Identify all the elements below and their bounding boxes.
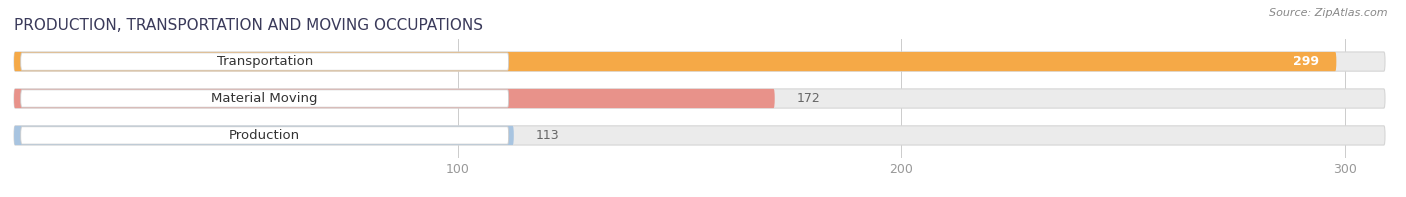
Text: 299: 299 bbox=[1292, 55, 1319, 68]
Text: Transportation: Transportation bbox=[217, 55, 312, 68]
FancyBboxPatch shape bbox=[14, 89, 775, 108]
Text: 113: 113 bbox=[536, 129, 560, 142]
FancyBboxPatch shape bbox=[14, 52, 1385, 71]
FancyBboxPatch shape bbox=[14, 126, 1385, 145]
FancyBboxPatch shape bbox=[21, 53, 509, 70]
Text: Source: ZipAtlas.com: Source: ZipAtlas.com bbox=[1270, 8, 1388, 18]
FancyBboxPatch shape bbox=[21, 90, 509, 107]
FancyBboxPatch shape bbox=[14, 126, 513, 145]
Text: 172: 172 bbox=[797, 92, 821, 105]
Text: Production: Production bbox=[229, 129, 301, 142]
FancyBboxPatch shape bbox=[14, 89, 1385, 108]
Text: PRODUCTION, TRANSPORTATION AND MOVING OCCUPATIONS: PRODUCTION, TRANSPORTATION AND MOVING OC… bbox=[14, 18, 484, 33]
FancyBboxPatch shape bbox=[21, 127, 509, 144]
FancyBboxPatch shape bbox=[14, 52, 1336, 71]
Text: Material Moving: Material Moving bbox=[211, 92, 318, 105]
